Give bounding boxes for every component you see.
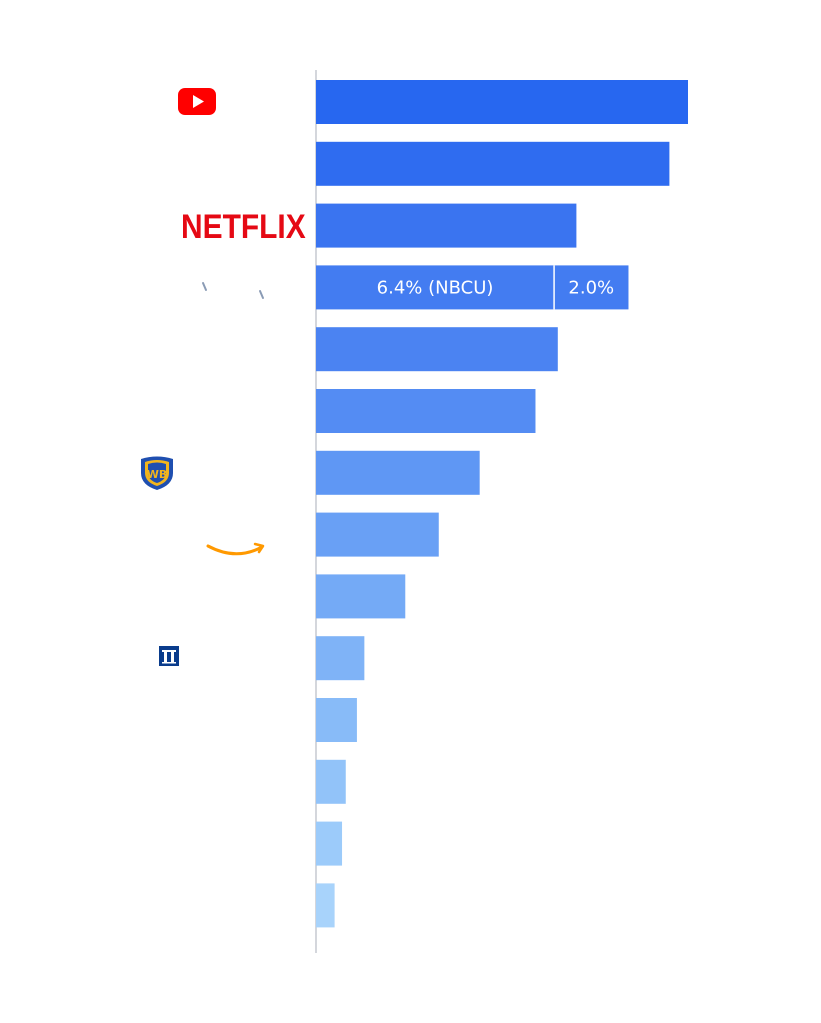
peacock-logo (202, 282, 264, 299)
bar-segment-label: 2.0% (568, 277, 614, 298)
bar-segment-label: 6.4% (NBCU) (377, 277, 494, 298)
paramount-logo (159, 646, 179, 666)
bar-12 (316, 821, 343, 866)
youtube-logo (178, 88, 216, 115)
warner-bros-logo: WB (141, 456, 173, 490)
bar-10 (316, 698, 357, 742)
amazon-smile-logo (206, 542, 265, 556)
bar-13 (316, 883, 335, 928)
svg-text:WB: WB (147, 468, 168, 481)
bar-segment-3-1 (554, 265, 629, 310)
bars-group: 6.4% (NBCU) 2.0% (316, 80, 688, 928)
bar-2 (316, 203, 577, 248)
bar-6 (316, 450, 480, 495)
bar-7 (316, 512, 439, 557)
netflix-logo: NETFLIX (181, 208, 306, 246)
bar-11 (316, 759, 346, 804)
bar-segment-3-0 (316, 265, 555, 310)
bar-5 (316, 389, 536, 433)
bar-1 (316, 141, 670, 186)
bar-9 (316, 636, 365, 681)
bar-0 (316, 80, 688, 124)
bar-4 (316, 327, 558, 372)
bar-8 (316, 574, 406, 619)
